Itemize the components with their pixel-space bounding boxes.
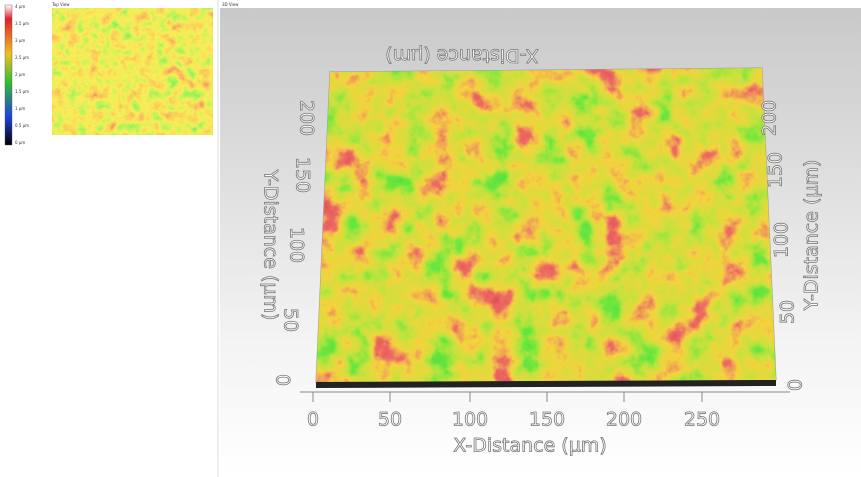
y-tick-label-left: 100	[286, 227, 308, 263]
x-tick-label: 250	[684, 409, 720, 431]
x-tick-label: 100	[452, 409, 488, 431]
y-tick-label-right: 150	[765, 152, 787, 188]
view-3d: 3D View X-Distance (µm) X-Distance (µm) …	[220, 2, 861, 477]
y-tick-label-right: 50	[777, 300, 799, 324]
y-axis-label-left: Y-Distance (µm)	[260, 169, 282, 321]
y-axis-label-right: Y-Distance (µm)	[801, 160, 823, 312]
panel-title: Top View	[51, 2, 70, 7]
x-tick-label: 50	[378, 409, 402, 431]
x-tick-label: 150	[529, 409, 565, 431]
y-tick-label-right: 0	[785, 379, 807, 391]
y-tick-label-left: 200	[296, 100, 318, 136]
colorbar-label: 1.5 µm	[15, 89, 29, 94]
colorbar-label: 2.5 µm	[15, 55, 29, 60]
colorbar-label: 2 µm	[15, 72, 25, 77]
surface	[316, 68, 776, 382]
colorbar-label: 0 µm	[15, 140, 25, 145]
colorbar-label: 0.5 µm	[15, 123, 29, 128]
left-panel: 4 µm 3.5 µm 3 µm 2.5 µm 2 µm 1.5 µm 1 µm 0.5 µm…	[4, 0, 219, 477]
colorbar	[4, 4, 13, 146]
top-view-image	[52, 8, 213, 135]
colorbar-label: 3 µm	[15, 38, 25, 43]
y-tick-label-left: 50	[280, 308, 302, 332]
x-axis-label-back: X-Distance (µm)	[385, 45, 538, 67]
y-tick-label-left: 150	[292, 157, 314, 193]
surface-edge	[316, 380, 776, 388]
y-tick-label-right: 100	[771, 222, 793, 258]
y-tick-label-left: 0	[272, 374, 294, 386]
x-axis-label: X-Distance (µm)	[453, 435, 606, 457]
x-tick-label: 0	[307, 409, 319, 431]
colorbar-label: 1 µm	[15, 106, 25, 111]
colorbar-label: 3.5 µm	[15, 21, 29, 26]
panel-title: 3D View	[222, 2, 239, 7]
colorbar-label: 4 µm	[15, 4, 25, 9]
x-tick-label: 200	[606, 409, 642, 431]
y-tick-label-right: 200	[759, 100, 781, 136]
